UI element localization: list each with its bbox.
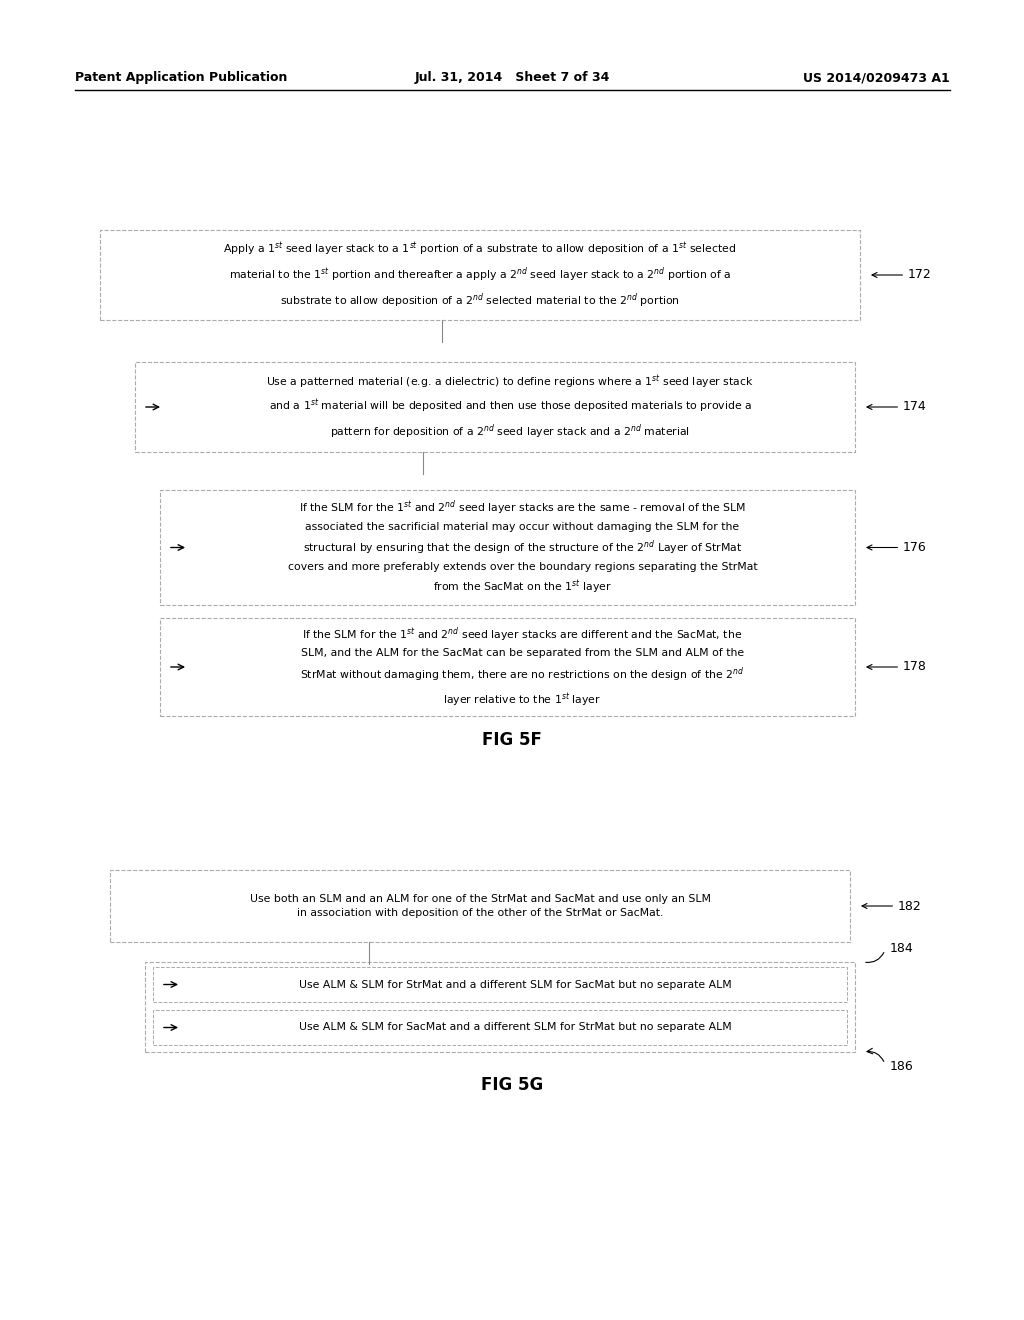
Text: FIG 5G: FIG 5G — [481, 1076, 543, 1094]
Bar — [110, 870, 850, 942]
Bar — [145, 962, 855, 1052]
Text: Patent Application Publication: Patent Application Publication — [75, 71, 288, 84]
Bar — [160, 490, 855, 605]
Text: If the SLM for the 1$^{st}$ and 2$^{nd}$ seed layer stacks are the same - remova: If the SLM for the 1$^{st}$ and 2$^{nd}$… — [288, 499, 758, 597]
Bar — [153, 1010, 847, 1045]
Text: Use a patterned material (e.g. a dielectric) to define regions where a 1$^{st}$ : Use a patterned material (e.g. a dielect… — [266, 374, 754, 441]
Bar — [135, 362, 855, 451]
Text: 186: 186 — [890, 1060, 913, 1072]
Text: 182: 182 — [862, 899, 922, 912]
Text: 178: 178 — [867, 660, 927, 673]
Text: If the SLM for the 1$^{st}$ and 2$^{nd}$ seed layer stacks are different and the: If the SLM for the 1$^{st}$ and 2$^{nd}$… — [300, 626, 744, 709]
Text: 174: 174 — [867, 400, 927, 413]
Bar — [100, 230, 860, 319]
Text: 184: 184 — [890, 941, 913, 954]
Text: Apply a 1$^{st}$ seed layer stack to a 1$^{st}$ portion of a substrate to allow : Apply a 1$^{st}$ seed layer stack to a 1… — [223, 240, 736, 310]
Text: FIG 5F: FIG 5F — [482, 731, 542, 748]
Text: 172: 172 — [872, 268, 932, 281]
Bar — [153, 968, 847, 1002]
Text: 176: 176 — [867, 541, 927, 554]
Bar — [160, 618, 855, 715]
Text: Jul. 31, 2014   Sheet 7 of 34: Jul. 31, 2014 Sheet 7 of 34 — [415, 71, 609, 84]
Text: Use both an SLM and an ALM for one of the StrMat and SacMat and use only an SLM
: Use both an SLM and an ALM for one of th… — [250, 894, 711, 919]
Text: US 2014/0209473 A1: US 2014/0209473 A1 — [803, 71, 950, 84]
Text: Use ALM & SLM for SacMat and a different SLM for StrMat but no separate ALM: Use ALM & SLM for SacMat and a different… — [299, 1023, 731, 1032]
Text: Use ALM & SLM for StrMat and a different SLM for SacMat but no separate ALM: Use ALM & SLM for StrMat and a different… — [299, 979, 731, 990]
